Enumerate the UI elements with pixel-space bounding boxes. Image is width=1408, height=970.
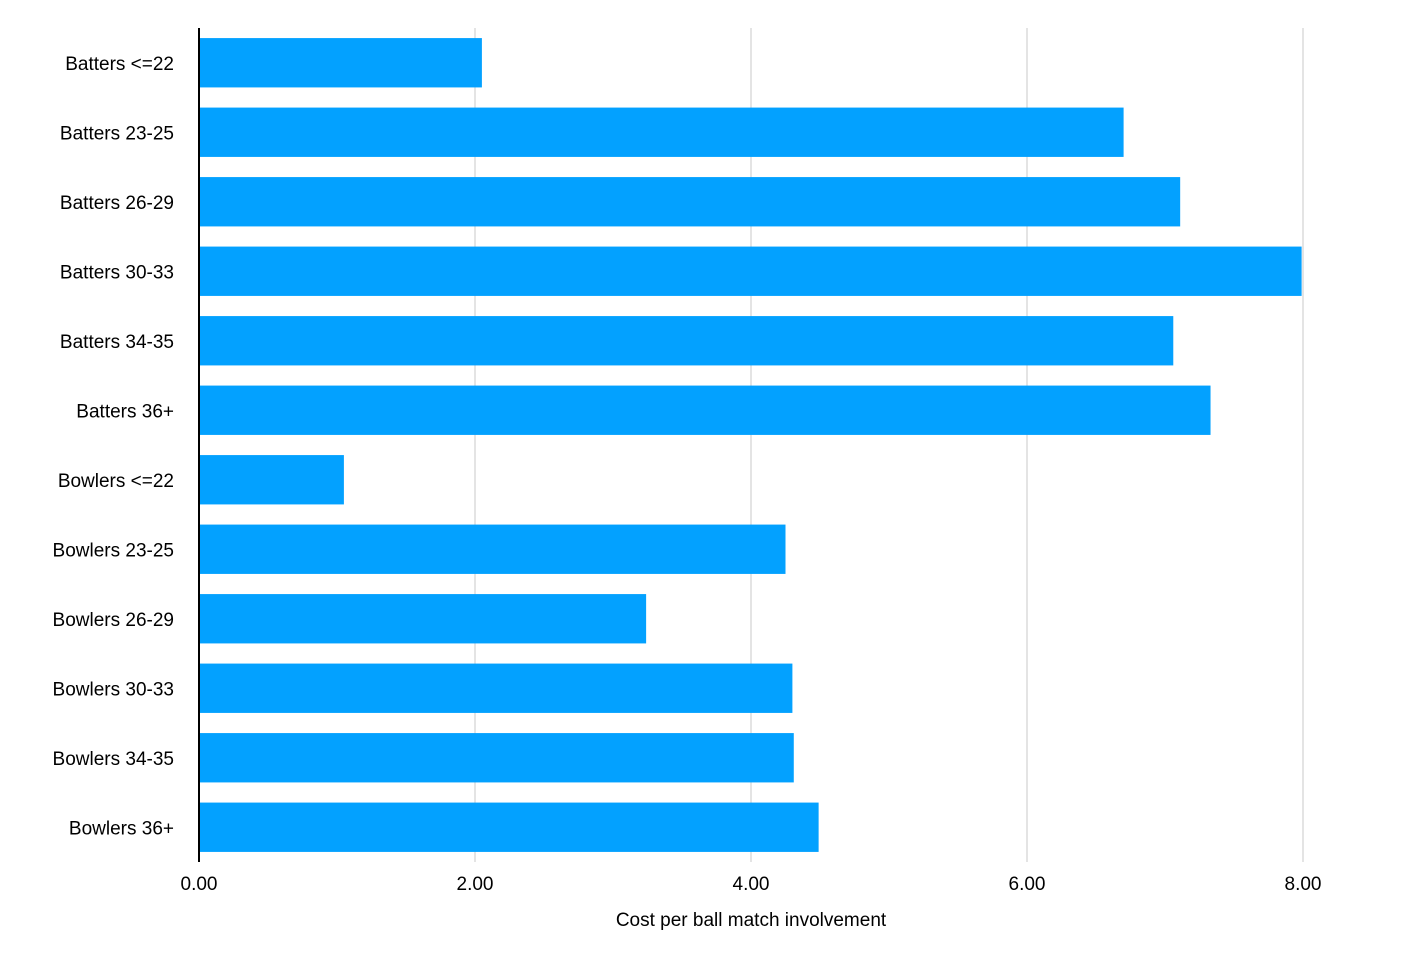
x-tick-label: 6.00 [1009, 874, 1046, 895]
bar [200, 385, 1211, 435]
category-label: Batters 23-25 [60, 123, 174, 144]
bar [200, 802, 819, 852]
bar [200, 246, 1302, 296]
category-label: Batters 34-35 [60, 332, 174, 353]
category-label: Batters 30-33 [60, 262, 174, 283]
x-tick-labels: 0.00 2.00 4.00 6.00 8.00 [181, 874, 1322, 895]
x-axis-title: Cost per ball match involvement [616, 910, 887, 931]
category-label: Bowlers 26-29 [53, 610, 174, 631]
category-label: Batters 36+ [76, 401, 174, 422]
bar [200, 455, 344, 505]
x-tick-label: 0.00 [181, 874, 218, 895]
bar [200, 316, 1174, 366]
x-tick-label: 8.00 [1285, 874, 1322, 895]
category-label: Bowlers <=22 [58, 471, 174, 492]
category-label: Batters 26-29 [60, 193, 174, 214]
bar [200, 107, 1124, 157]
bars [200, 38, 1302, 852]
category-label: Bowlers 23-25 [53, 540, 174, 561]
x-tick-label: 2.00 [457, 874, 494, 895]
bar [200, 663, 793, 713]
x-tick-label: 4.00 [733, 874, 770, 895]
category-label: Batters <=22 [65, 54, 174, 75]
category-label: Bowlers 30-33 [53, 679, 174, 700]
category-label: Bowlers 34-35 [53, 749, 174, 770]
category-labels: Batters <=22 Batters 23-25 Batters 26-29 Ba… [53, 54, 174, 840]
bar [200, 524, 786, 574]
bar [200, 594, 647, 644]
bar [200, 177, 1181, 227]
bar [200, 733, 794, 783]
category-label: Bowlers 36+ [69, 818, 174, 839]
bar [200, 38, 482, 88]
gridlines [474, 28, 1304, 862]
